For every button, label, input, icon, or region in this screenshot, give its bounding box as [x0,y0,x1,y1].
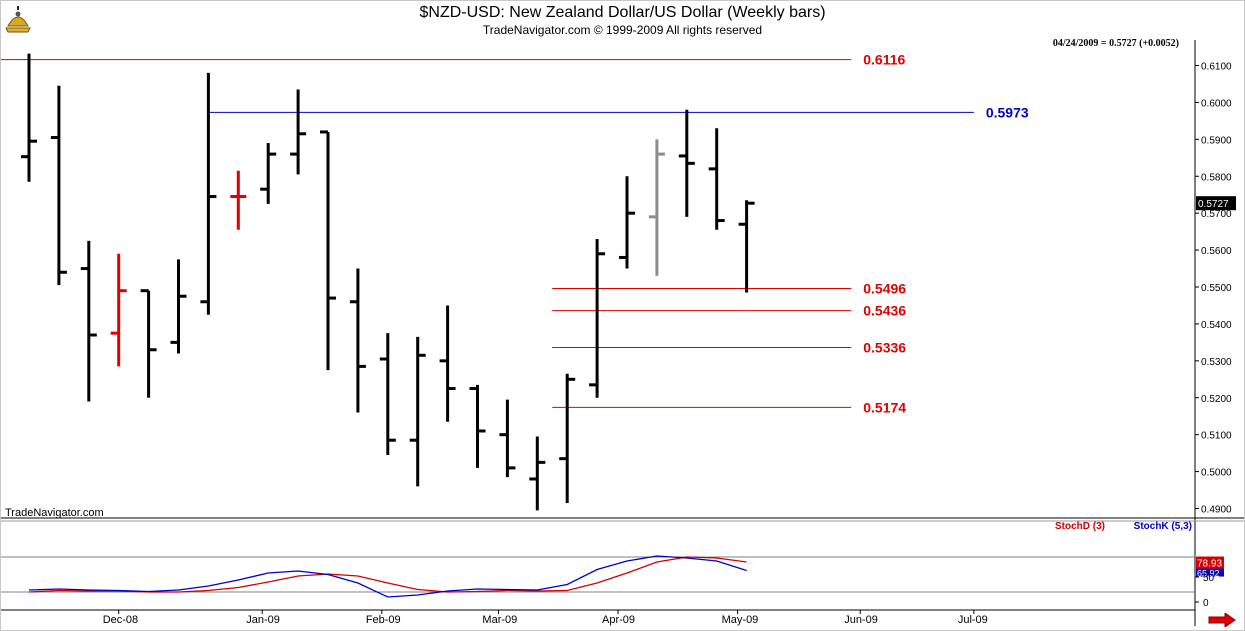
stoch-line [28,556,747,593]
stoch-k-value: 65.92 [1197,569,1220,579]
ohlc-bar [140,289,157,398]
y-tick-label: 0.5700 [1201,209,1232,220]
x-tick-label: Dec-08 [103,614,138,626]
ohlc-bar [320,130,336,371]
legend-stoch-k: StochK (5,3) [1133,521,1192,532]
ohlc-bar [230,170,247,230]
chart-subtitle: TradeNavigator.com © 1999-2009 All right… [482,23,763,37]
legend-stoch-d: StochD (3) [1055,521,1105,532]
last-price-label: 0.5727 [1198,199,1229,210]
x-tick-label: Apr-09 [602,614,635,626]
level-label: 0.5496 [863,280,906,296]
ohlc-bar [529,436,546,511]
ohlc-bar [50,85,67,286]
ohlc-bar [379,333,396,455]
y-tick-label: 0.6100 [1201,62,1232,73]
scroll-right-arrow-icon[interactable] [1208,613,1236,627]
watermark: TradeNavigator.com [5,507,104,519]
x-tick-label: May-09 [722,614,759,626]
stoch-k-value-box [1196,568,1224,577]
ohlc-bar [260,143,277,204]
ohlc-bar [349,268,366,413]
y-tick-label: 0.4900 [1201,505,1232,516]
y-tick-label: 0.5200 [1201,394,1232,405]
ohlc-bar [21,53,37,182]
ohlc-bar [619,176,635,269]
ohlc-bar [439,305,456,422]
ohlc-bar [678,109,695,217]
level-label: 0.6116 [863,52,905,68]
ohlc-bar [290,89,307,175]
y-tick-label: 0.5500 [1201,283,1232,294]
x-tick-label: Jan-09 [246,614,280,626]
date-readout: 04/24/2009 = 0.5727 (+0.0052) [1052,38,1179,49]
y-tick-label: 0.6000 [1201,98,1232,109]
ohlc-bar [80,240,97,402]
y-tick-label: 0.5400 [1201,320,1232,331]
ohlc-bar [469,384,486,468]
stoch-y-tick-label: 50 [1203,573,1215,584]
ohlc-bar [589,239,606,398]
x-tick-label: Jun-09 [844,614,878,626]
y-tick-label: 0.5300 [1201,357,1232,368]
y-tick-label: 0.5800 [1201,172,1232,183]
x-tick-label: Feb-09 [366,614,401,626]
sextant-logo-icon [5,6,31,33]
level-label: 0.5973 [986,104,1029,120]
ohlc-bar [200,72,217,315]
x-tick-label: Mar-09 [482,614,517,626]
ohlc-bar [648,139,665,276]
stoch-y-tick-label: 0 [1203,598,1209,609]
stoch-d-value: 78.93 [1197,559,1222,570]
y-tick-label: 0.5900 [1201,135,1232,146]
level-label: 0.5336 [863,340,906,356]
ohlc-bar [170,259,187,354]
level-label: 0.5174 [863,399,906,415]
ohlc-bar [499,399,516,478]
y-tick-label: 0.5100 [1201,431,1232,442]
ohlc-bar [409,336,426,487]
ohlc-bar [559,373,576,503]
stoch-line [28,555,747,598]
y-tick-label: 0.5600 [1201,246,1232,257]
stoch-d-value-box [1196,556,1224,569]
ohlc-bar [110,253,127,367]
level-label: 0.5436 [863,303,906,319]
x-tick-label: Jul-09 [958,614,988,626]
y-tick-label: 0.5000 [1201,468,1232,479]
ohlc-bar [738,200,755,293]
last-price-box [1196,196,1236,211]
chart-title: $NZD-USD: New Zealand Dollar/US Dollar (… [419,4,826,21]
ohlc-bar [708,128,725,230]
